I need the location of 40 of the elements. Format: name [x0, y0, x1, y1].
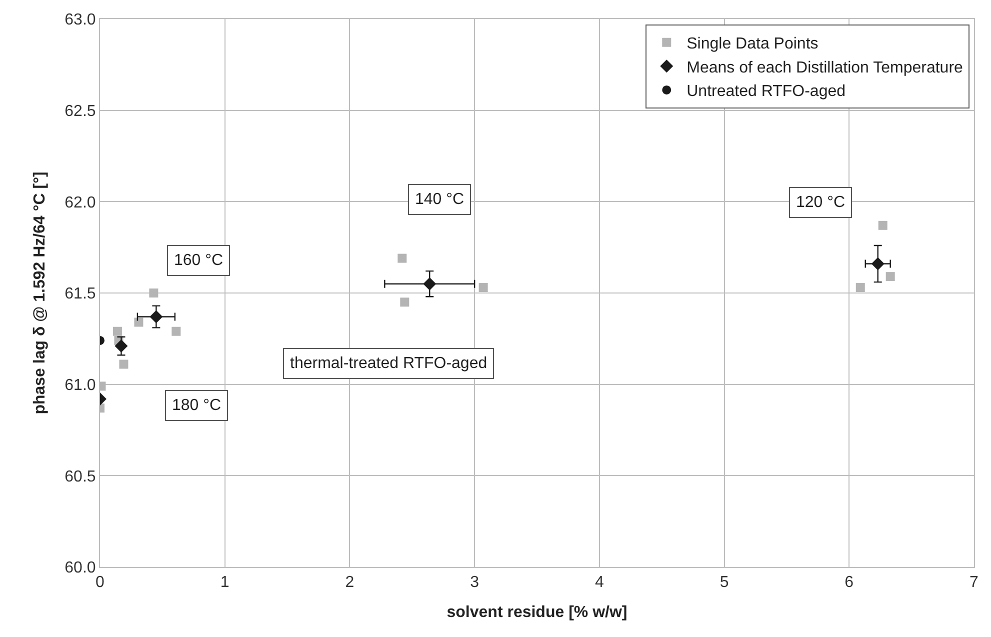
y-tick-label: 60.5	[64, 468, 96, 486]
point	[149, 288, 158, 298]
annotation: thermal-treated RTFO-aged	[290, 355, 488, 372]
point	[400, 298, 410, 307]
point	[172, 326, 181, 336]
point	[134, 318, 144, 327]
y-tick-label: 61.5	[64, 286, 96, 303]
annotation: 140 °C	[415, 191, 464, 208]
y-tick-label: 61.0	[64, 376, 96, 394]
annotation: 180 °C	[172, 397, 222, 414]
x-tick-label: 0	[96, 574, 105, 592]
x-tick-label: 6	[844, 574, 854, 592]
point	[878, 220, 888, 230]
point	[119, 360, 128, 369]
point	[150, 310, 163, 324]
point	[398, 254, 407, 263]
y-axis-title: phase lag δ @ 1.592 Hz/64 °C [°]	[32, 172, 49, 414]
y-tick-label: 62.0	[64, 194, 96, 212]
x-tick-label: 2	[345, 574, 354, 592]
point	[871, 257, 884, 270]
point	[886, 272, 895, 282]
legend-label: Untreated RTFO-aged	[686, 83, 846, 100]
legend-label: Single Data Points	[686, 36, 818, 53]
annotation: 160 °C	[174, 252, 224, 269]
point	[856, 283, 865, 292]
y-tick-label: 60.0	[64, 560, 96, 577]
x-tick-label: 4	[594, 574, 604, 592]
x-tick-label: 7	[970, 574, 979, 592]
y-tick-label: 63.0	[64, 12, 96, 29]
x-axis-title: solvent residue [% w/w]	[446, 604, 628, 621]
point	[112, 326, 122, 336]
point	[478, 283, 488, 292]
x-tick-label: 1	[220, 574, 230, 592]
y-tick-label: 62.5	[64, 102, 96, 120]
point	[423, 277, 436, 290]
point	[114, 339, 128, 352]
x-tick-label: 3	[470, 574, 480, 592]
legend-label: Means of each Distillation Temperature	[686, 59, 964, 76]
annotation: 120 °C	[796, 194, 846, 211]
x-tick-label: 5	[720, 574, 729, 592]
